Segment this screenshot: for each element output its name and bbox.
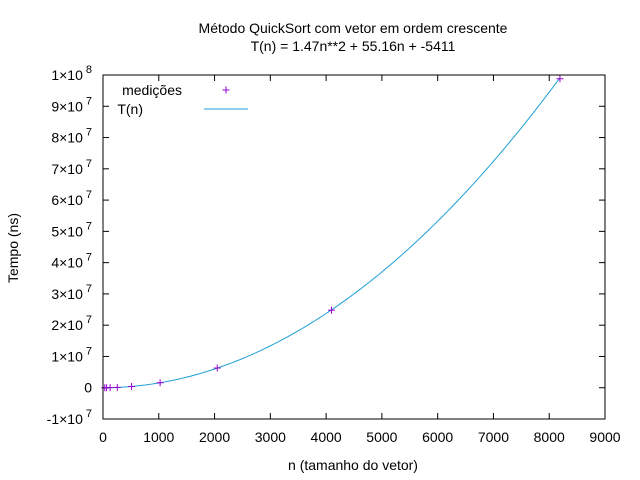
- y-tick-label: 9×10 7: [51, 95, 92, 114]
- y-tick-label: 4×10 7: [51, 252, 92, 271]
- data-point: [327, 306, 335, 314]
- legend-plus-marker: [222, 86, 230, 94]
- y-tick-label: 3×10 7: [51, 283, 92, 302]
- fit-curve: [102, 77, 561, 389]
- data-point: [106, 384, 114, 392]
- x-axis-label: n (tamanho do vetor): [288, 457, 418, 473]
- plot-frame: [102, 74, 606, 420]
- x-tick-label: 4000: [311, 429, 342, 445]
- x-tick-label: 0: [99, 429, 107, 445]
- y-tick-label: 7×10 7: [51, 158, 92, 177]
- x-tick-label: 3000: [255, 429, 286, 445]
- data-point: [556, 75, 564, 83]
- y-tick-label: 6×10 7: [51, 189, 92, 208]
- x-tick-label: 1000: [143, 429, 174, 445]
- y-tick-label: -1×10 7: [47, 408, 92, 427]
- x-tick-label: 2000: [199, 429, 230, 445]
- y-tick-label: 5×10 7: [51, 220, 92, 239]
- y-tick-label: 1×10 8: [51, 64, 92, 83]
- data-point: [213, 364, 221, 372]
- data-point: [113, 383, 121, 391]
- chart-subtitle: T(n) = 1.47n**2 + 55.16n + -5411: [251, 38, 456, 54]
- y-tick-label: 8×10 7: [51, 127, 92, 146]
- x-tick-label: 5000: [366, 429, 397, 445]
- curve-layer: [102, 77, 561, 389]
- x-tick-label: 9000: [589, 429, 620, 445]
- y-tick-label: 0: [84, 380, 92, 396]
- y-axis-label: Tempo (ns): [5, 213, 21, 283]
- legend-label-medicoes: medições: [122, 82, 182, 98]
- legend-label-tn: T(n): [117, 101, 143, 117]
- x-tick-label: 6000: [422, 429, 453, 445]
- chart-title: Método QuickSort com vetor em ordem cres…: [199, 20, 508, 36]
- y-tick-label: 1×10 7: [51, 345, 92, 364]
- legend: medições T(n): [117, 82, 248, 117]
- ticks-layer: 0 1000 2000 3000 4000 5000 6000 7000 8000 9000 -1×…: [47, 64, 621, 445]
- x-tick-label: 7000: [478, 429, 509, 445]
- legend-marker-medicoes: [222, 86, 230, 94]
- points-layer: [101, 75, 564, 392]
- data-point: [156, 379, 164, 387]
- y-tick-label: 2×10 7: [51, 314, 92, 333]
- x-tick-label: 8000: [534, 429, 565, 445]
- data-point: [128, 383, 136, 391]
